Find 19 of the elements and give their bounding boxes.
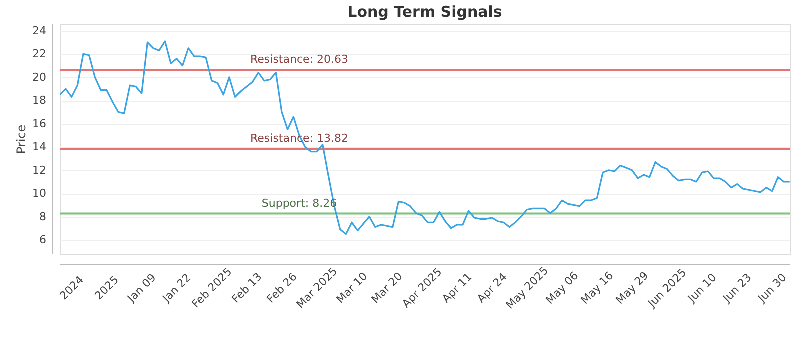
- y-tick-label: 14: [32, 140, 46, 154]
- y-tick-label: 18: [32, 94, 46, 108]
- y-tick-label: 12: [32, 164, 46, 177]
- y-tick-label: 24: [32, 24, 46, 38]
- x-tick-label: Jun 10: [684, 271, 720, 306]
- x-tick-label: Jun 30: [754, 271, 790, 306]
- chart-title: Long Term Signals: [348, 3, 502, 21]
- y-axis-title: Price: [14, 124, 29, 154]
- y-tick-label: 16: [32, 117, 46, 130]
- y-tick-label: 8: [40, 210, 46, 224]
- y-tick-label: 6: [40, 234, 46, 247]
- y-tick-label: 22: [32, 48, 46, 61]
- y-tick-label: 10: [32, 187, 46, 200]
- line-series: [59, 40, 791, 236]
- y-tick-label: 20: [32, 70, 46, 84]
- x-tick-label: Jan 09: [124, 271, 159, 306]
- ref-line-label: Resistance: 20.63: [250, 53, 348, 66]
- x-tick-label: Apr 11: [440, 270, 475, 306]
- x-tick-label: Jun 23: [720, 271, 754, 306]
